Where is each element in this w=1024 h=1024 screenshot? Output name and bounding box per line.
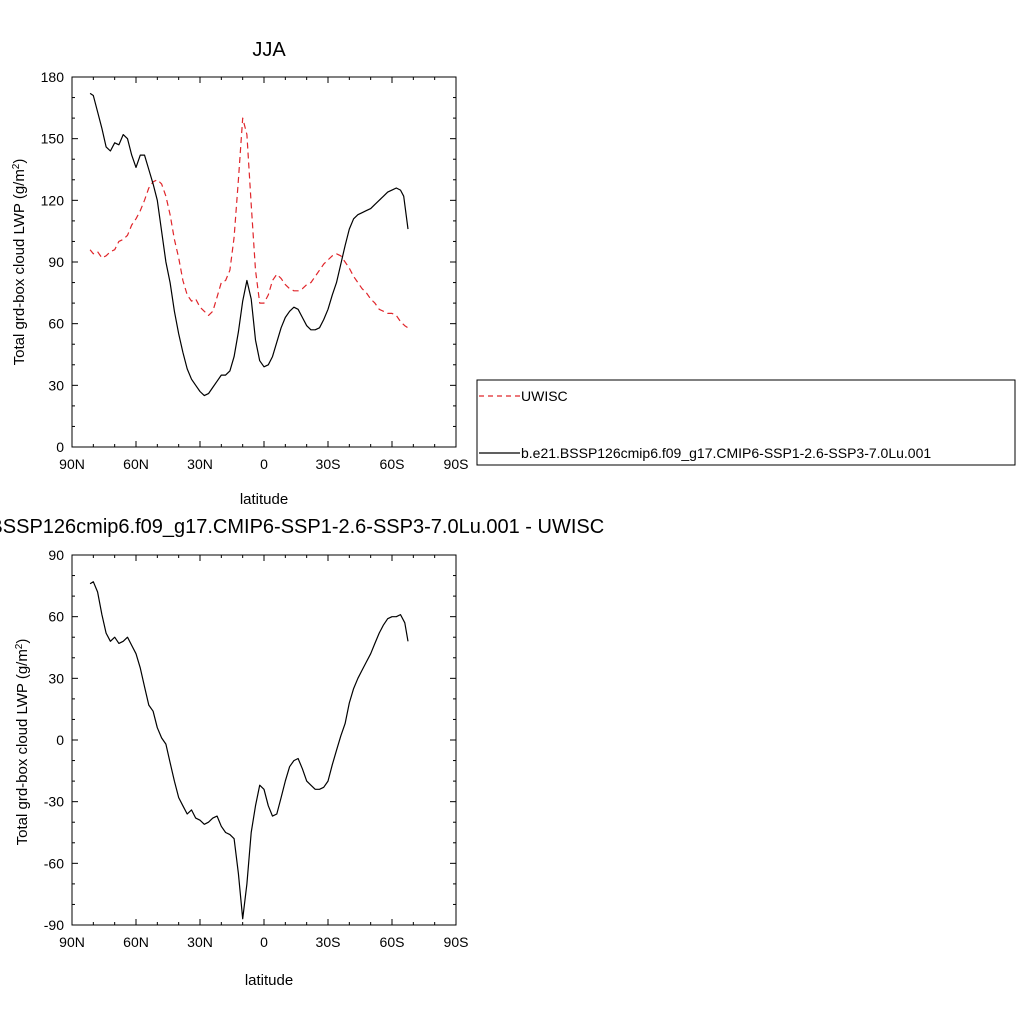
top-y-tick-label: 150 bbox=[41, 131, 65, 147]
top-y-tick-label: 120 bbox=[41, 192, 65, 208]
top-x-tick-label: 30S bbox=[316, 456, 341, 472]
bottom-series-lines bbox=[89, 581, 409, 920]
legend-label-model: b.e21.BSSP126cmip6.f09_g17.CMIP6-SSP1-2.… bbox=[521, 445, 931, 461]
bottom-y-tick-label: 60 bbox=[48, 609, 64, 625]
top-x-tick-label: 0 bbox=[260, 456, 268, 472]
top-x-tick-label: 90S bbox=[444, 456, 469, 472]
bottom-y-tick-label: 90 bbox=[48, 547, 64, 563]
bottom-panel: b.e21.BSSP126cmip6.f09_g17.CMIP6-SSP1-2.… bbox=[0, 516, 604, 989]
top-y-tick-label: 60 bbox=[48, 316, 64, 332]
bottom-y-tick-label: 0 bbox=[56, 732, 64, 748]
bottom-x-axis-label: latitude bbox=[245, 972, 293, 989]
bottom-x-tick-label: 30S bbox=[316, 934, 341, 950]
bottom-series-line-0 bbox=[89, 581, 409, 920]
legend-box bbox=[476, 379, 1016, 466]
bottom-x-tick-label: 60S bbox=[380, 934, 405, 950]
bottom-x-tick-label: 60N bbox=[123, 934, 149, 950]
bottom-plot-frame bbox=[71, 554, 457, 926]
bottom-x-tick-labels: 90N 60N 30N 0 30S 60S 90S bbox=[59, 934, 468, 950]
top-x-tick-labels: 90N 60N 30N 0 30S 60S 90S bbox=[59, 456, 468, 472]
top-y-tick-label: 180 bbox=[41, 69, 65, 85]
bottom-y-tick-label: -60 bbox=[44, 855, 64, 871]
top-y-tick-label: 90 bbox=[48, 254, 64, 270]
bottom-title: b.e21.BSSP126cmip6.f09_g17.CMIP6-SSP1-2.… bbox=[0, 516, 604, 538]
bottom-y-tick-label: -30 bbox=[44, 794, 64, 810]
top-series-lines bbox=[89, 92, 409, 397]
top-y-tick-label: 30 bbox=[48, 377, 64, 393]
top-series-line-0 bbox=[89, 117, 409, 329]
top-series-line-1 bbox=[89, 92, 409, 397]
top-plot-frame bbox=[71, 76, 457, 448]
top-title: JJA bbox=[252, 39, 286, 61]
bottom-y-tick-label: 30 bbox=[48, 670, 64, 686]
top-axis-ticks bbox=[71, 76, 457, 448]
top-y-axis-label: Total grd-box cloud LWP (g/m2) bbox=[11, 159, 29, 366]
top-x-tick-label: 60N bbox=[123, 456, 149, 472]
bottom-x-tick-label: 30N bbox=[187, 934, 213, 950]
bottom-x-tick-label: 90N bbox=[59, 934, 85, 950]
bottom-axis-ticks bbox=[71, 554, 457, 926]
legend-label-uwisc: UWISC bbox=[521, 388, 568, 404]
bottom-x-tick-label: 0 bbox=[260, 934, 268, 950]
bottom-y-axis-label: Total grd-box cloud LWP (g/m2) bbox=[14, 639, 32, 846]
top-x-tick-label: 90N bbox=[59, 456, 85, 472]
legend: UWISC b.e21.BSSP126cmip6.f09_g17.CMIP6-S… bbox=[476, 379, 1016, 466]
top-x-tick-label: 30N bbox=[187, 456, 213, 472]
top-y-tick-labels: 0 30 60 90 120 150 180 bbox=[41, 69, 65, 455]
top-x-axis-label: latitude bbox=[240, 491, 288, 508]
bottom-y-tick-label: -90 bbox=[44, 917, 64, 933]
top-x-tick-label: 60S bbox=[380, 456, 405, 472]
top-panel: JJA 0 30 60 90 120 150 180 90N 60N 30N 0 30S 60S 90S… bbox=[11, 39, 1016, 508]
bottom-x-tick-label: 90S bbox=[444, 934, 469, 950]
top-y-tick-label: 0 bbox=[56, 439, 64, 455]
bottom-y-tick-labels: -90 -60 -30 0 30 60 90 bbox=[44, 547, 64, 933]
